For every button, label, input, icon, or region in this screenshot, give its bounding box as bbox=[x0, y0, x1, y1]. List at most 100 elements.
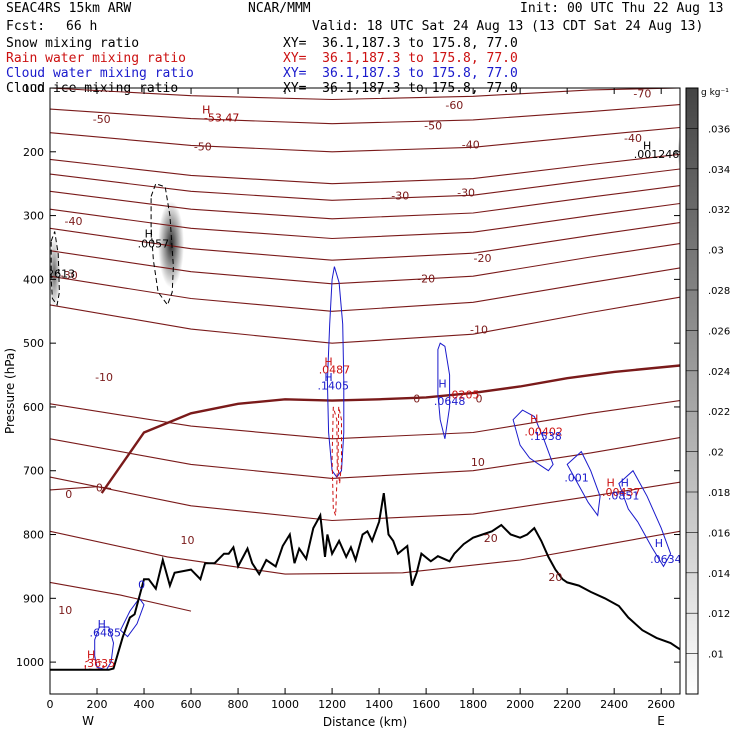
extremum-label-18: H bbox=[607, 476, 615, 489]
temperature-label-20: 10 bbox=[181, 534, 195, 547]
colorbar-label-3: .016 bbox=[708, 528, 730, 539]
valid-time: Valid: 18 UTC Sat 24 Aug 13 (13 CDT Sat … bbox=[312, 19, 704, 34]
cloud-ice-contour-0 bbox=[150, 183, 174, 306]
cloud-water-contour-3 bbox=[566, 450, 601, 517]
temperature-contour--10 bbox=[50, 267, 680, 312]
temperature-label-5: -40 bbox=[462, 138, 480, 151]
extremum-label-4: H bbox=[145, 228, 153, 241]
extremum-label-21: .0851 bbox=[608, 489, 640, 502]
extremum-label-3: .001246 bbox=[634, 148, 680, 161]
rain-water-contour-2 bbox=[84, 658, 105, 671]
temperature-contour--50 bbox=[50, 126, 680, 153]
east-end-label: E bbox=[657, 714, 665, 728]
colorbar-unit: g kg⁻¹ bbox=[701, 88, 729, 98]
temperature-label-8: -30 bbox=[391, 189, 409, 202]
temperature-label-23: 10 bbox=[58, 604, 72, 617]
temperature-contour-15 bbox=[50, 476, 680, 522]
extremum-label-28: 0 bbox=[138, 579, 145, 592]
cloud-water-contour-4 bbox=[618, 469, 672, 568]
forecast-label: Fcst: bbox=[6, 19, 46, 34]
rain-water-contour-1 bbox=[337, 406, 342, 484]
y-tick-label-200: 200 bbox=[23, 146, 44, 159]
cloud-water-contours bbox=[94, 266, 672, 671]
axes: 0 200 400 600 800 1000 1200 1400 1600 1800 2000 220… bbox=[3, 82, 680, 729]
temperature-contour-20 bbox=[50, 530, 680, 575]
model-title: SEAC4RS 15km ARW bbox=[6, 1, 132, 16]
rain-water-contour-0 bbox=[331, 406, 338, 516]
temperature-label-18: 0 bbox=[65, 488, 72, 501]
temperature-label-16: 0 bbox=[476, 392, 483, 405]
extremum-label-6: .2613 bbox=[44, 267, 76, 280]
extremum-label-15: .00402 bbox=[524, 425, 563, 438]
temperature-contour--25 bbox=[50, 202, 680, 240]
extremum-label-1: -53.47 bbox=[204, 112, 239, 125]
temperature-label-9: -30 bbox=[457, 186, 475, 199]
init-time: Init: 00 UTC Thu 22 Aug 13 bbox=[520, 1, 724, 16]
temperature-labels: -70-60-50-50-50-40 -40-40-30 -30-30 -20-20-… bbox=[58, 87, 651, 617]
colorbar-label-0: .01 bbox=[708, 650, 724, 661]
temperature-label-1: -60 bbox=[445, 99, 463, 112]
temperature-label-0: -70 bbox=[633, 87, 651, 100]
cloud-water-contour-6 bbox=[119, 597, 145, 638]
colorbar-label-9: .028 bbox=[708, 286, 730, 297]
extremum-label-0: H bbox=[202, 103, 210, 116]
organization-label: NCAR/MMM bbox=[248, 1, 311, 16]
x-tick-label-2000: 2000 bbox=[506, 698, 534, 711]
extremum-label-14: H bbox=[530, 413, 538, 426]
temperature-label-11: -20 bbox=[417, 272, 435, 285]
x-axis-label: Distance (km) bbox=[323, 715, 407, 729]
temperature-contour--60 bbox=[50, 104, 680, 125]
extremum-label-22: H bbox=[655, 537, 663, 550]
cloud-water-field-label: Cloud water mixing ratio bbox=[6, 66, 194, 81]
colorbar: .01 .012 .014 .016 .018 .02 .022 .024 .026 .028 .0… bbox=[685, 87, 730, 695]
y-tick-label-300: 300 bbox=[23, 210, 44, 223]
temperature-label-19: 10 bbox=[471, 456, 485, 469]
y-tick-label-400: 400 bbox=[23, 273, 44, 286]
x-tick-label-2600: 2600 bbox=[647, 698, 675, 711]
x-tick-label-400: 400 bbox=[134, 698, 155, 711]
temperature-label-21: 20 bbox=[484, 532, 498, 545]
temperature-label-14: -10 bbox=[95, 371, 113, 384]
cloud-ice-contour-1 bbox=[50, 231, 60, 307]
snow-blob-0 bbox=[158, 200, 184, 288]
colorbar-label-8: .026 bbox=[708, 326, 730, 337]
terrain-profile bbox=[50, 492, 680, 671]
extremum-label-24: H bbox=[98, 618, 106, 631]
colorbar-label-2: .014 bbox=[708, 569, 730, 580]
x-tick-label-1800: 1800 bbox=[459, 698, 487, 711]
forecast-hour: 66 h bbox=[66, 19, 98, 34]
y-tick-label-1000: 1000 bbox=[16, 656, 44, 669]
x-tick-label-2200: 2200 bbox=[553, 698, 581, 711]
temperature-label-7: -40 bbox=[65, 215, 83, 228]
temperature-contour-0 bbox=[100, 364, 680, 494]
temperature-contours bbox=[50, 88, 680, 612]
extremum-label-26: H bbox=[87, 649, 95, 662]
temperature-contour--30 bbox=[50, 185, 680, 220]
colorbar-label-13: .036 bbox=[708, 124, 730, 135]
x-tick-label-1000: 1000 bbox=[271, 698, 299, 711]
extremum-label-5: .0057 bbox=[138, 237, 170, 250]
y-tick-label-600: 600 bbox=[23, 401, 44, 414]
temperature-label-4: -50 bbox=[424, 119, 442, 132]
snow-field-xy: XY= 36.1,187.3 to 175.8, 77.0 bbox=[283, 36, 518, 51]
colorbar-label-6: .022 bbox=[708, 407, 730, 418]
temperature-label-2: -50 bbox=[93, 113, 111, 126]
temperature-contour--40 bbox=[50, 153, 680, 185]
cloud-water-field-xy: XY= 36.1,187.3 to 175.8, 77.0 bbox=[283, 66, 518, 81]
colorbar-label-12: .034 bbox=[708, 165, 730, 176]
extremum-label-8: .0487 bbox=[319, 364, 351, 377]
colorbar-label-11: .032 bbox=[708, 205, 730, 216]
extremum-label-12: .0648 bbox=[434, 395, 466, 408]
temperature-contour--15 bbox=[50, 243, 680, 285]
cloud-water-contour-2 bbox=[512, 409, 554, 472]
temperature-contour-10 bbox=[50, 437, 680, 479]
temperature-label-10: -30 bbox=[60, 269, 78, 282]
y-tick-label-800: 800 bbox=[23, 529, 44, 542]
temperature-label-6: -40 bbox=[624, 132, 642, 145]
terrain-line bbox=[50, 492, 680, 671]
temperature-contour--35 bbox=[50, 168, 680, 201]
west-end-label: W bbox=[82, 714, 94, 728]
y-tick-label-900: 900 bbox=[23, 592, 44, 605]
